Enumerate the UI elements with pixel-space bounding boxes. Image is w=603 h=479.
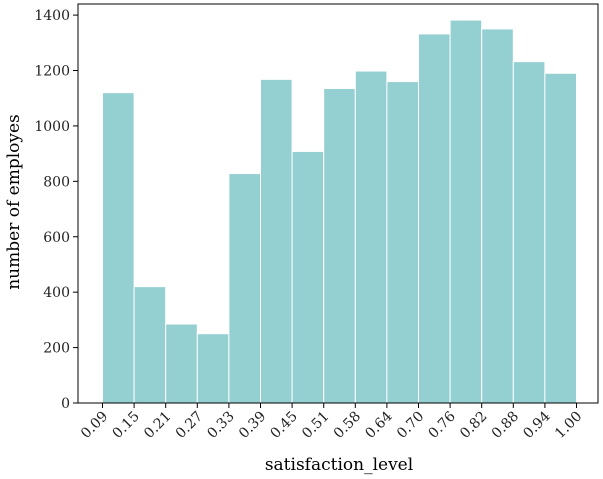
x-tick-label: 0.64 bbox=[362, 408, 395, 441]
y-axis-ticks: 0 200 400 600 800 1000 1200 1400 bbox=[34, 8, 78, 412]
y-tick-label: 1200 bbox=[34, 64, 70, 80]
plot-border bbox=[77, 3, 599, 404]
plot-frame bbox=[77, 3, 599, 404]
x-tick-label: 0.27 bbox=[173, 409, 206, 442]
histogram-bar bbox=[544, 72, 578, 404]
x-tick-label: 0.33 bbox=[204, 409, 237, 442]
histogram-bar bbox=[133, 286, 167, 404]
x-tick-label: 0.58 bbox=[331, 409, 364, 442]
histogram-bar bbox=[102, 92, 135, 404]
x-tick-label: 0.15 bbox=[110, 409, 143, 442]
bars-group bbox=[102, 19, 578, 404]
histogram-bar bbox=[449, 19, 483, 404]
histogram-bar bbox=[512, 61, 546, 404]
x-tick-label: 0.39 bbox=[236, 409, 269, 442]
x-tick-label: 1.00 bbox=[552, 409, 585, 442]
x-tick-label: 0.82 bbox=[457, 409, 490, 442]
histogram-bar bbox=[354, 70, 388, 404]
histogram-bar bbox=[386, 81, 419, 404]
x-axis-ticks: 0.090.150.210.270.330.390.450.510.580.64… bbox=[78, 403, 585, 442]
y-tick-label: 0 bbox=[61, 396, 70, 412]
x-tick-label: 0.45 bbox=[268, 409, 301, 442]
x-tick-label: 0.51 bbox=[299, 409, 332, 442]
x-tick-label: 0.21 bbox=[141, 409, 174, 442]
y-tick-label: 400 bbox=[43, 285, 70, 301]
x-tick-label: 0.94 bbox=[520, 408, 553, 441]
x-tick-label: 0.88 bbox=[489, 409, 522, 442]
x-axis-label: satisfaction_level bbox=[265, 455, 413, 475]
y-tick-label: 1400 bbox=[34, 8, 70, 24]
y-tick-label: 1000 bbox=[34, 119, 70, 135]
histogram-bar bbox=[260, 78, 293, 404]
histogram-bar bbox=[228, 173, 261, 404]
histogram-bar bbox=[418, 33, 451, 404]
y-tick-label: 800 bbox=[43, 174, 70, 190]
y-axis-label: number of employes bbox=[4, 114, 24, 290]
histogram-bar bbox=[291, 150, 325, 404]
histogram-bar bbox=[323, 88, 356, 404]
histogram-bar bbox=[481, 28, 514, 404]
histogram-bar bbox=[196, 333, 230, 404]
y-tick-label: 200 bbox=[43, 341, 70, 357]
y-tick-label: 600 bbox=[43, 230, 70, 246]
x-tick-label: 0.70 bbox=[394, 409, 427, 442]
x-tick-label: 0.76 bbox=[426, 408, 459, 441]
x-tick-label: 0.09 bbox=[78, 409, 111, 442]
histogram-bar bbox=[165, 323, 198, 404]
